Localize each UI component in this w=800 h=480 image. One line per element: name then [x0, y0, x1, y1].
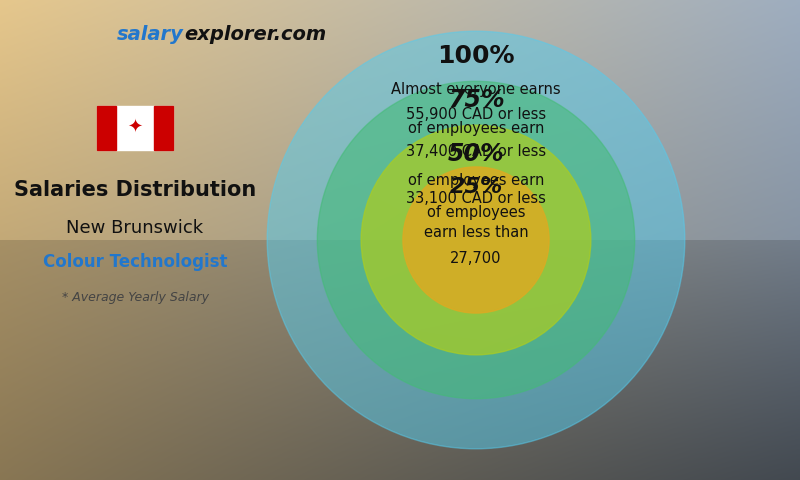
Text: 25%: 25% [450, 178, 502, 197]
Text: Colour Technologist: Colour Technologist [42, 253, 227, 271]
Text: ✦: ✦ [127, 119, 142, 137]
Text: salary: salary [117, 25, 184, 45]
Text: of employees earn: of employees earn [408, 121, 544, 136]
Text: Salaries Distribution: Salaries Distribution [14, 180, 256, 200]
Text: 75%: 75% [448, 88, 504, 112]
Text: explorer.com: explorer.com [184, 25, 326, 45]
Text: 55,900 CAD or less: 55,900 CAD or less [406, 107, 546, 122]
Text: New Brunswick: New Brunswick [66, 219, 203, 237]
Text: earn less than: earn less than [424, 225, 528, 240]
Circle shape [267, 31, 685, 449]
Text: 50%: 50% [448, 142, 504, 166]
Circle shape [361, 125, 591, 355]
Circle shape [403, 167, 549, 313]
Text: 100%: 100% [438, 44, 514, 68]
FancyBboxPatch shape [97, 106, 116, 150]
FancyBboxPatch shape [97, 106, 173, 150]
FancyBboxPatch shape [154, 106, 173, 150]
Text: Almost everyone earns: Almost everyone earns [391, 82, 561, 97]
Text: * Average Yearly Salary: * Average Yearly Salary [62, 291, 209, 304]
Circle shape [318, 81, 634, 399]
Text: 37,400 CAD or less: 37,400 CAD or less [406, 144, 546, 158]
Text: 33,100 CAD or less: 33,100 CAD or less [406, 191, 546, 206]
Text: of employees: of employees [426, 205, 526, 220]
Text: of employees earn: of employees earn [408, 173, 544, 188]
Text: 27,700: 27,700 [450, 251, 502, 266]
